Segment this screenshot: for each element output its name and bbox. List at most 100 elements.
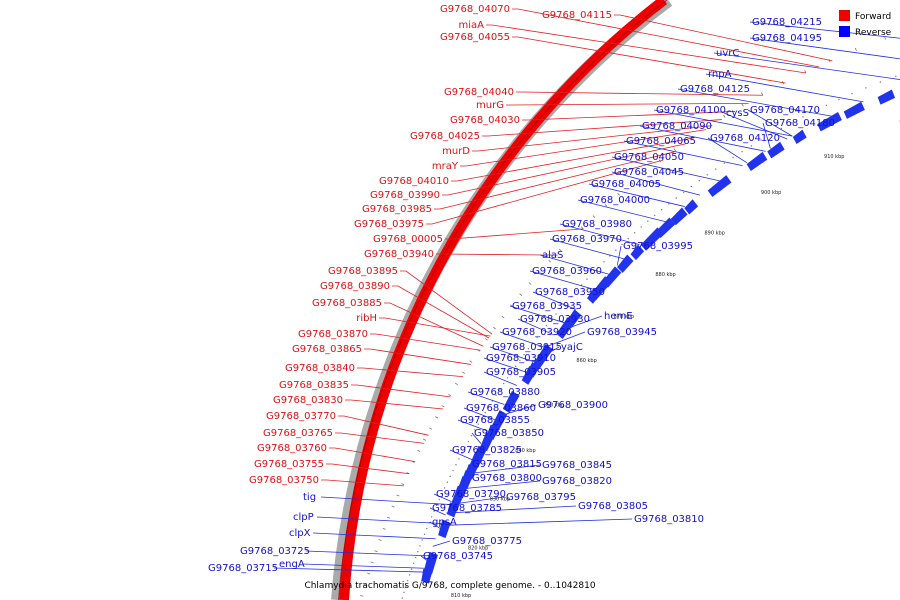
reverse-gene-label: G9768_03800: [472, 473, 542, 484]
forward-callout: [400, 270, 493, 335]
scale-tick: [363, 583, 367, 586]
ruler-dot: [570, 295, 572, 298]
reverse-gene-label: alaS: [542, 250, 563, 261]
kbp-scale-label: 810 kbp: [451, 593, 471, 599]
reverse-callout: [611, 156, 720, 182]
scale-tick: [360, 594, 364, 597]
ruler-dot: [426, 527, 428, 530]
ruler-dot: [591, 272, 594, 275]
ruler-dot: [433, 510, 435, 512]
scale-tick: [370, 561, 374, 564]
reverse-gene-label: G9768_03905: [486, 367, 556, 378]
ruler-dot: [449, 475, 451, 478]
forward-callout: [472, 125, 713, 152]
reverse-callout: [653, 109, 793, 137]
reverse-gene-label: G9768_03950: [535, 287, 605, 298]
scale-tick: [382, 527, 386, 530]
forward-gene-label: murG: [476, 100, 504, 111]
forward-gene-label: G9768_04115: [542, 10, 612, 21]
reverse-callout: [549, 238, 625, 260]
ruler-dot: [541, 330, 543, 333]
kbp-scale-label: 880 kbp: [655, 272, 675, 278]
reverse-callout: [517, 318, 555, 336]
reverse-callout: [639, 125, 766, 152]
reverse-callout: [420, 555, 428, 561]
reverse-callout: [489, 346, 534, 363]
scale-tick: [454, 382, 458, 386]
forward-gene-label: G9768_03870: [298, 329, 368, 340]
forward-callout: [506, 102, 749, 106]
scale-tick: [558, 248, 562, 252]
scale-tick: [441, 405, 445, 408]
reverse-gene-label: G9768_03960: [532, 266, 602, 277]
scale-tick: [548, 259, 552, 263]
ruler-dot: [407, 580, 409, 582]
ruler-dot: [441, 493, 443, 495]
reverse-gene-label: G9768_03860: [466, 403, 536, 414]
reverse-feature: [533, 343, 554, 370]
forward-gene-label: G9768_03890: [320, 281, 390, 292]
reverse-callout: [483, 357, 527, 373]
reverse-callout: [544, 331, 586, 348]
ruler-dot: [741, 150, 743, 153]
ruler-dot: [851, 93, 853, 95]
forward-gene-label: G9768_03865: [292, 344, 362, 355]
ruler-dot: [895, 75, 897, 78]
forward-gene-label: G9768_00005: [373, 234, 443, 245]
ruler-dot: [477, 423, 479, 425]
reverse-callout: [707, 137, 748, 164]
reverse-callout: [509, 305, 565, 324]
ruler-dot: [690, 185, 693, 188]
scale-tick: [428, 427, 432, 430]
scale-tick: [417, 449, 421, 452]
reverse-callout: [433, 493, 452, 502]
kbp-scale-label: 860 kbp: [576, 358, 596, 364]
ruler-dot: [519, 359, 521, 362]
ruler-dot: [410, 568, 413, 570]
scale-tick: [366, 572, 371, 575]
reverse-callout: [623, 140, 743, 167]
forward-gene-label: G9768_03985: [362, 204, 432, 215]
reverse-gene-label: G9768_03795: [506, 492, 576, 503]
forward-callout: [522, 111, 735, 121]
forward-callout: [326, 463, 410, 475]
ruler-dot: [488, 406, 490, 408]
ruler-dot: [615, 249, 617, 251]
forward-gene-label: G9768_03755: [254, 459, 324, 470]
reverse-gene-label: G9768_03880: [470, 387, 540, 398]
reverse-callout: [559, 223, 640, 246]
reverse-callout: [749, 21, 900, 39]
ruler-dot: [813, 110, 816, 112]
forward-callout: [434, 151, 675, 210]
reverse-gene-label: yajC: [561, 342, 583, 353]
forward-callout: [357, 367, 463, 378]
scale-tick: [422, 438, 427, 441]
ruler-dot: [750, 145, 753, 147]
reverse-gene-label: G9768_03790: [436, 489, 506, 500]
reverse-gene-label: G9768_03915: [492, 342, 562, 353]
ruler-dot: [419, 545, 421, 547]
forward-gene-label: G9768_03990: [370, 190, 440, 201]
scale-tick: [378, 539, 382, 541]
kbp-scale-label: 820 kbp: [468, 545, 488, 551]
legend-reverse-swatch: [839, 26, 850, 37]
ruler-dot: [879, 81, 882, 83]
forward-gene-label: G9768_04055: [440, 32, 510, 43]
reverse-callout: [467, 391, 505, 405]
reverse-callout: [312, 532, 436, 540]
ruler-dot: [458, 458, 460, 460]
forward-gene-label: G9768_03885: [312, 298, 382, 309]
ruler-dot: [640, 226, 642, 228]
reverse-gene-label: G9768_04090: [642, 121, 712, 132]
reverse-gene-label: clpP: [293, 512, 314, 523]
forward-gene-label: G9768_04040: [444, 87, 514, 98]
reverse-gene-label: hemE: [604, 311, 633, 322]
scale-tick: [435, 416, 439, 419]
forward-gene-label: miaA: [459, 20, 485, 31]
scale-tick: [462, 371, 466, 374]
reverse-callout: [749, 37, 900, 60]
reverse-callout: [316, 516, 442, 524]
reverse-gene-label: G9768_03850: [474, 428, 544, 439]
forward-callout: [392, 285, 490, 339]
forward-gene-label: mraY: [432, 161, 459, 172]
